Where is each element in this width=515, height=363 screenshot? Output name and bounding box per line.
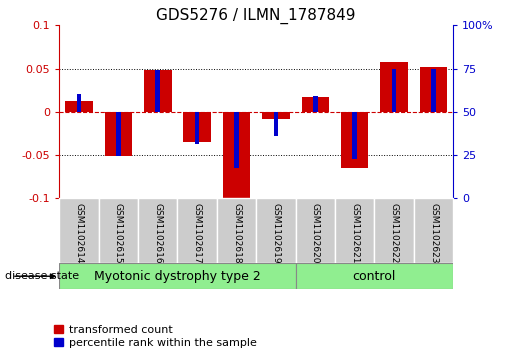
Bar: [256, 198, 296, 263]
Text: disease state: disease state: [5, 271, 79, 281]
Text: GSM1102614: GSM1102614: [75, 203, 83, 264]
Text: GSM1102615: GSM1102615: [114, 203, 123, 264]
Text: Myotonic dystrophy type 2: Myotonic dystrophy type 2: [94, 270, 261, 283]
Text: GSM1102623: GSM1102623: [429, 203, 438, 264]
Text: GSM1102616: GSM1102616: [153, 203, 162, 264]
Text: GSM1102618: GSM1102618: [232, 203, 241, 264]
Bar: [177, 198, 217, 263]
Bar: [273, 112, 278, 136]
Bar: [380, 62, 408, 112]
Bar: [222, 112, 250, 198]
Bar: [352, 112, 357, 159]
Text: GSM1102619: GSM1102619: [271, 203, 280, 264]
Bar: [420, 67, 448, 112]
Bar: [183, 112, 211, 142]
Bar: [144, 70, 171, 112]
Bar: [77, 94, 81, 112]
Bar: [195, 112, 199, 144]
Bar: [313, 96, 318, 112]
Text: GSM1102617: GSM1102617: [193, 203, 201, 264]
Bar: [138, 198, 177, 263]
Text: GSM1102622: GSM1102622: [390, 203, 399, 264]
Bar: [296, 198, 335, 263]
Bar: [156, 70, 160, 112]
Bar: [341, 112, 369, 168]
Bar: [431, 69, 436, 112]
Bar: [374, 198, 414, 263]
Bar: [105, 112, 132, 156]
Legend: transformed count, percentile rank within the sample: transformed count, percentile rank withi…: [55, 325, 257, 348]
Bar: [65, 101, 93, 112]
Title: GDS5276 / ILMN_1787849: GDS5276 / ILMN_1787849: [157, 8, 356, 24]
Bar: [296, 263, 453, 289]
Bar: [335, 198, 374, 263]
Bar: [234, 112, 239, 168]
Text: GSM1102620: GSM1102620: [311, 203, 320, 264]
Bar: [59, 263, 296, 289]
Bar: [59, 198, 99, 263]
Text: GSM1102621: GSM1102621: [350, 203, 359, 264]
Bar: [414, 198, 453, 263]
Text: control: control: [353, 270, 396, 283]
Bar: [301, 97, 329, 112]
Bar: [116, 112, 121, 156]
Bar: [392, 69, 397, 112]
Bar: [262, 112, 290, 118]
Bar: [217, 198, 256, 263]
Bar: [99, 198, 138, 263]
